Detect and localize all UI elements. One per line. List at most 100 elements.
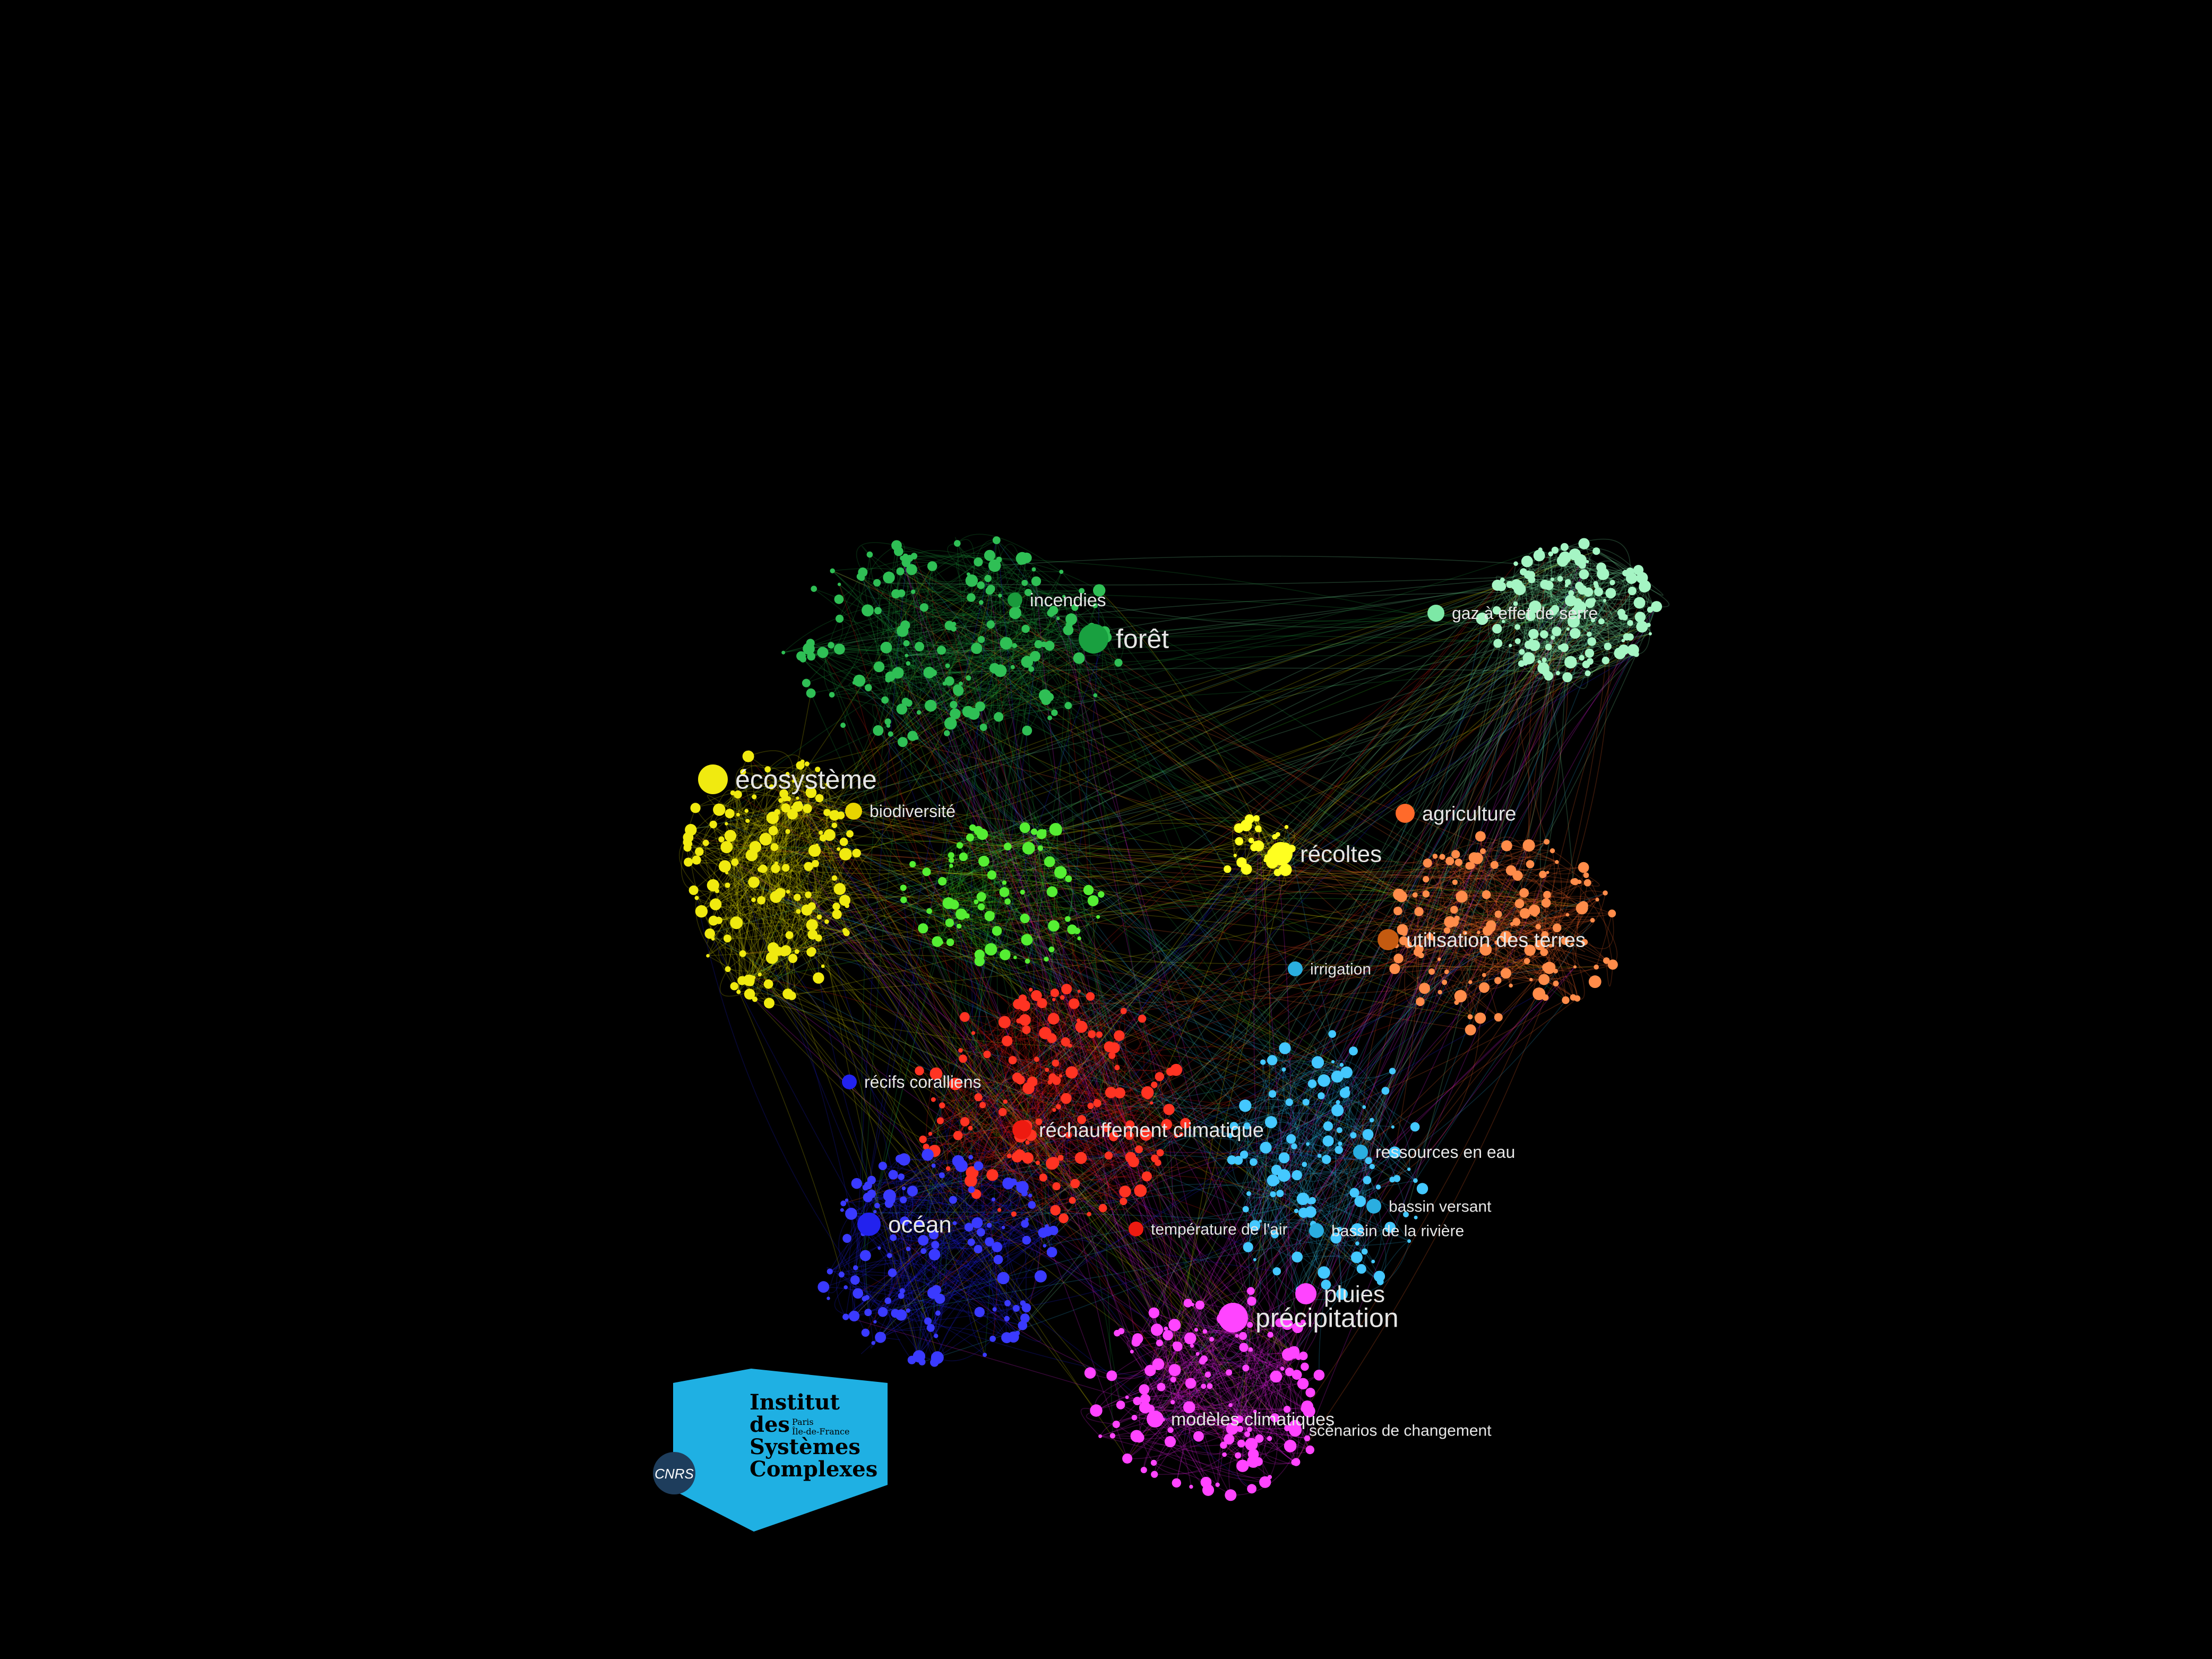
graph-edge	[774, 846, 799, 935]
graph-edge	[1246, 1291, 1295, 1463]
graph-node	[1578, 538, 1590, 549]
graph-node	[1049, 606, 1058, 615]
graph-edge	[784, 952, 1004, 1278]
graph-edge	[778, 773, 788, 953]
graph-node	[895, 1309, 907, 1321]
graph-node	[903, 640, 910, 647]
graph-node	[886, 673, 894, 681]
graph-edge	[784, 793, 1147, 1177]
graph-edge	[1030, 1002, 1053, 1078]
graph-edge	[1030, 1102, 1152, 1140]
graph-edge	[898, 551, 1039, 644]
graph-edge	[957, 1228, 982, 1243]
graph-edge	[1263, 1060, 1393, 1128]
graph-node	[804, 862, 813, 871]
graph-node	[1002, 880, 1007, 885]
graph-node	[1598, 618, 1605, 625]
graph-node	[745, 819, 750, 823]
graph-node	[1335, 1146, 1343, 1154]
graph-node	[1235, 837, 1244, 846]
graph-node	[1049, 823, 1062, 836]
graph-edge	[1049, 855, 1235, 873]
graph-edge	[1527, 561, 1582, 658]
graph-edge	[699, 730, 1028, 852]
graph-edge	[1548, 571, 1631, 676]
graph-node	[1535, 940, 1545, 950]
graph-edge	[964, 1017, 1177, 1137]
graph-node	[763, 979, 773, 989]
graph-node	[1564, 656, 1577, 669]
graph-node	[745, 849, 758, 862]
graph-edge	[772, 830, 835, 878]
graph-node	[1025, 958, 1030, 964]
graph-node	[1475, 1012, 1486, 1024]
graph-edge	[836, 1233, 864, 1317]
graph-edge	[1341, 1137, 1371, 1294]
graph-edge	[1002, 1111, 1124, 1202]
graph-node	[1004, 1300, 1011, 1306]
graph-node	[898, 1173, 905, 1180]
graph-edge	[1417, 554, 1551, 952]
graph-node	[1369, 1164, 1375, 1170]
graph-edge	[822, 652, 1013, 1061]
graph-node	[1393, 888, 1405, 901]
graph-edge	[1258, 830, 1286, 871]
graph-edge	[750, 797, 786, 983]
graph-edge	[784, 793, 1572, 945]
graph-edge	[816, 845, 1255, 1412]
graph-edge	[876, 582, 1001, 672]
graph-edge	[1439, 905, 1583, 960]
graph-node	[916, 710, 922, 715]
graph-node	[1292, 1370, 1302, 1380]
graph-edge	[1497, 864, 1552, 915]
graph-edge	[1297, 1226, 1390, 1258]
graph-node	[739, 950, 746, 957]
graph-edge	[1624, 616, 1641, 632]
graph-edge	[750, 894, 809, 983]
graph-edge	[855, 1165, 934, 1280]
graph-edge	[1551, 862, 1562, 967]
graph-node	[731, 858, 739, 866]
graph-node	[1513, 601, 1518, 606]
graph-edge	[748, 887, 904, 981]
graph-edge	[1173, 1379, 1287, 1429]
graph-edge	[785, 797, 1588, 883]
graph-node	[1362, 1105, 1366, 1109]
graph-edge	[1256, 1334, 1276, 1419]
graph-edge	[926, 871, 1026, 919]
graph-edge	[955, 1081, 1152, 1104]
graph-edge	[1415, 919, 1593, 1181]
graph-node	[1397, 924, 1408, 935]
graph-node	[1562, 672, 1573, 683]
graph-edge	[893, 1174, 1041, 1277]
graph-node	[827, 1296, 830, 1300]
graph-edge	[1488, 580, 1522, 653]
graph-node	[1555, 860, 1559, 864]
graph-node	[769, 784, 774, 790]
graph-node	[1355, 1241, 1359, 1245]
graph-node	[1200, 1355, 1208, 1363]
graph-node	[1604, 642, 1612, 650]
graph-node	[897, 737, 908, 747]
graph-edge	[841, 1274, 937, 1291]
graph-node	[1510, 922, 1514, 926]
graph-edge	[1434, 856, 1481, 1019]
graph-edge	[1002, 1112, 1021, 1215]
graph-node	[906, 564, 917, 575]
graph-edge	[819, 797, 1365, 1108]
graph-node	[960, 1117, 970, 1127]
graph-edge	[1336, 1236, 1361, 1294]
graph-edge	[889, 1200, 938, 1358]
graph-node	[1031, 576, 1042, 587]
graph-edge	[1396, 908, 1582, 947]
graph-edge	[923, 1064, 1342, 1140]
graph-node	[1578, 862, 1589, 873]
graph-edge	[1398, 841, 1547, 959]
graph-node	[1011, 1151, 1023, 1163]
graph-node	[1242, 1206, 1249, 1213]
graph-edge	[1546, 673, 1574, 882]
graph-node	[1540, 580, 1550, 589]
graph-node	[998, 1016, 1011, 1028]
graph-edge	[1325, 1072, 1347, 1151]
graph-edge	[903, 847, 1041, 888]
